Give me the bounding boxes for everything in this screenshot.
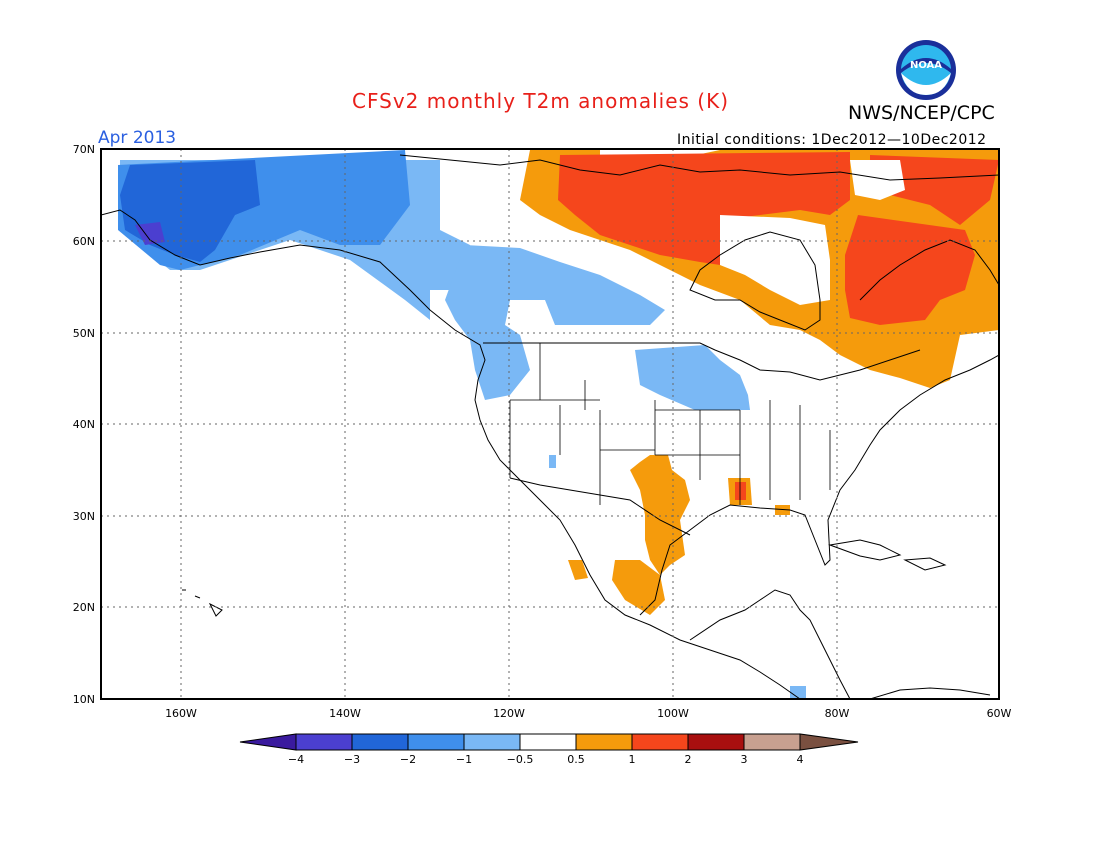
anomaly-region-canada-hot: [558, 152, 850, 265]
longitude-labels: 160W 140W 120W 100W 80W 60W: [165, 707, 1011, 720]
anomaly-region-alaska-strongest: [135, 222, 165, 245]
lat-label: 70N: [73, 143, 95, 156]
lon-label: 80W: [825, 707, 850, 720]
colorbar-swatch: [687, 733, 745, 751]
colorbar-swatch: [519, 733, 577, 751]
anomaly-region-louisiana-hot: [735, 482, 746, 500]
colorbar-swatch: [407, 733, 465, 751]
anomaly-region-small-blue2: [790, 686, 806, 699]
forecast-month: Apr 2013: [98, 128, 177, 148]
colorbar-label: 3: [741, 753, 748, 766]
coastline-central-america: [689, 589, 851, 699]
colorbar-swatch: [743, 733, 801, 751]
anomaly-region-west-canada: [445, 245, 665, 400]
coastline-hispaniola: [903, 557, 947, 571]
coastline-hawaii: [182, 589, 223, 617]
coastline-hudson: [689, 231, 821, 331]
colorbar-label: 1: [629, 753, 636, 766]
lat-label: 20N: [73, 601, 95, 614]
organization-label: NWS/NCEP/CPC: [848, 102, 995, 124]
coastline-north-america: [101, 209, 801, 699]
coastline-southamerica: [869, 687, 991, 699]
logo-text: NOAA: [910, 60, 942, 71]
anomaly-region-mexico-warm: [612, 560, 665, 615]
lon-label: 140W: [329, 707, 361, 720]
initial-conditions: Initial conditions: 1Dec2012—10Dec2012: [677, 132, 987, 148]
lat-label: 10N: [73, 693, 95, 706]
anomaly-region-texas-warm: [630, 455, 690, 575]
colorbar-label: −2: [400, 753, 416, 766]
lat-label: 30N: [73, 510, 95, 523]
coastlines: [101, 154, 999, 699]
anomaly-region-small-blue: [549, 455, 556, 468]
colorbar-label: −0.5: [507, 753, 534, 766]
lon-label: 120W: [493, 707, 525, 720]
border-canada-us: [483, 342, 921, 381]
anomaly-region-sonora-warm: [568, 560, 588, 580]
lat-label: 50N: [73, 327, 95, 340]
colorbar-arrow-left: [239, 733, 297, 751]
lat-label: 60N: [73, 235, 95, 248]
lon-label: 160W: [165, 707, 197, 720]
colorbar-swatch: [295, 733, 353, 751]
colorbar-label: 0.5: [567, 753, 585, 766]
lat-label: 40N: [73, 418, 95, 431]
coastline-arctic: [399, 154, 999, 181]
colorbar-swatch: [631, 733, 689, 751]
anomaly-gap-baffin: [850, 160, 905, 200]
noaa-logo: NOAA: [896, 40, 956, 100]
colorbar-swatch: [575, 733, 633, 751]
colorbar-arrow-right: [799, 733, 859, 751]
colorbar-label: −3: [344, 753, 360, 766]
colorbar-label: −4: [288, 753, 304, 766]
coastline-cuba: [828, 539, 902, 561]
colorbar-label: −1: [456, 753, 472, 766]
anomaly-region-labrador-hot: [870, 155, 999, 225]
colorbar-label: 4: [797, 753, 804, 766]
colorbar: −4 −3 −2 −1 −0.5 0.5 1 2 3 4: [239, 733, 859, 766]
colorbar-swatch: [463, 733, 521, 751]
coastline-gulf: [639, 354, 999, 616]
anomaly-gap-hudson: [720, 215, 830, 305]
colorbar-swatch: [351, 733, 409, 751]
graticule: [101, 149, 999, 699]
border-states: [509, 343, 831, 505]
lon-label: 100W: [657, 707, 689, 720]
colorbar-label: 2: [685, 753, 692, 766]
coastline-labrador: [859, 239, 999, 301]
latitude-labels: 70N 60N 50N 40N 30N 20N 10N: [73, 143, 95, 706]
map-frame: [100, 148, 1000, 700]
anomaly-region-north-plains: [635, 345, 750, 410]
map-title: CFSv2 monthly T2m anomalies (K): [352, 89, 729, 113]
lon-label: 60W: [987, 707, 1012, 720]
